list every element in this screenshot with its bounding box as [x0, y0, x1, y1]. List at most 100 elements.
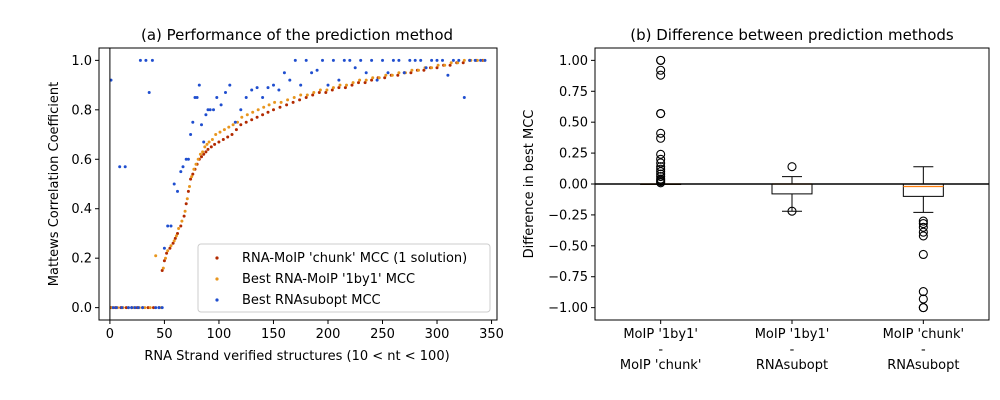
- panel-b-x-ticks: MoIP '1by1'-MoIP 'chunk'MoIP '1by1'-RNAs…: [620, 320, 964, 373]
- scatter-point-s2: [195, 96, 199, 99]
- panel-a-title: (a) Performance of the prediction method: [141, 26, 453, 44]
- x-tick-label: 200: [316, 327, 341, 342]
- scatter-point-s1: [384, 73, 388, 77]
- scatter-point-s0: [209, 145, 213, 149]
- outlier-point: [656, 169, 666, 179]
- scatter-point-s1: [169, 244, 173, 248]
- scatter-point-s1: [475, 58, 479, 62]
- scatter-point-s1: [148, 306, 152, 310]
- y-tick-label: −0.75: [548, 270, 588, 285]
- scatter-point-s2: [473, 58, 477, 62]
- box-iqr: [771, 183, 813, 195]
- scatter-point-s0: [206, 147, 210, 151]
- panel-a-legend: RNA-MoIP 'chunk' MCC (1 solution) Best R…: [197, 243, 491, 313]
- y-tick-label: 0.2: [71, 252, 92, 267]
- scatter-point-s0: [244, 120, 248, 124]
- x-tick-label: -: [921, 343, 926, 358]
- outlier-point: [656, 154, 666, 164]
- scatter-point-s2: [277, 88, 281, 92]
- scatter-point-s0: [409, 71, 413, 75]
- scatter-point-s2: [114, 306, 118, 310]
- panel-b-y-label: Difference in best MCC: [522, 110, 537, 259]
- scatter-point-s1: [236, 120, 239, 124]
- outlier-point: [918, 227, 928, 237]
- legend-label-1by1: Best RNA-MoIP '1by1' MCC: [242, 272, 415, 287]
- scatter-point-s0: [357, 81, 360, 85]
- scatter-point-s1: [166, 249, 170, 253]
- scatter-point-s2: [430, 58, 434, 62]
- scatter-point-s1: [273, 100, 277, 104]
- outlier-point: [918, 219, 928, 229]
- scatter-point-s0: [422, 68, 426, 72]
- scatter-point-s0: [171, 241, 175, 245]
- x-tick-label: RNAsubopt: [756, 358, 828, 373]
- scatter-point-s1: [218, 130, 222, 134]
- scatter-point-s2: [202, 140, 206, 144]
- scatter-point-s2: [342, 58, 346, 62]
- scatter-point-s1: [364, 78, 368, 82]
- scatter-point-s0: [152, 306, 155, 310]
- scatter-point-s2: [123, 165, 127, 169]
- scatter-point-s2: [261, 96, 265, 99]
- outlier-point: [656, 164, 666, 174]
- scatter-point-s0: [363, 81, 367, 85]
- y-tick-label: 1.0: [71, 54, 92, 69]
- panel-b-title: (b) Difference between prediction method…: [630, 26, 954, 44]
- scatter-point-s2: [118, 165, 122, 169]
- outlier-point: [656, 158, 666, 168]
- y-tick-label: −1.00: [548, 301, 588, 316]
- scatter-point-s2: [483, 58, 487, 62]
- scatter-point-s2: [386, 71, 390, 75]
- scatter-point-s0: [330, 88, 334, 92]
- outlier-point: [918, 294, 928, 304]
- scatter-point-s0: [176, 232, 179, 235]
- y-tick-label: 0.00: [559, 178, 588, 193]
- scatter-point-s2: [424, 66, 428, 70]
- scatter-point-s1: [251, 110, 255, 114]
- scatter-point-s2: [266, 86, 270, 90]
- scatter-point-s2: [228, 83, 232, 87]
- scatter-point-s2: [353, 66, 357, 70]
- scatter-point-s2: [282, 71, 286, 75]
- scatter-point-s2: [219, 103, 223, 107]
- scatter-point-s2: [204, 113, 208, 117]
- panel-a-y-ticks: 0.0 0.2 0.4 0.6 0.8 1.0: [71, 54, 99, 316]
- scatter-point-s2: [272, 83, 275, 87]
- scatter-point-s1: [205, 142, 209, 146]
- outlier-point: [656, 128, 666, 138]
- scatter-point-s1: [305, 93, 309, 97]
- scatter-point-s0: [182, 214, 186, 218]
- panel-a-frame: [98, 47, 498, 321]
- x-tick-label: 100: [207, 327, 232, 342]
- scatter-point-s1: [371, 76, 375, 80]
- scatter-point-s1: [436, 63, 440, 67]
- legend-marker-chunk: [215, 256, 219, 260]
- scatter-point-s2: [150, 58, 154, 62]
- outlier-point: [656, 108, 666, 119]
- scatter-point-s2: [215, 96, 219, 99]
- scatter-point-s2: [359, 58, 363, 62]
- scatter-point-s2: [304, 58, 308, 62]
- scatter-point-s1: [198, 152, 202, 156]
- scatter-point-s0: [298, 98, 302, 102]
- scatter-point-s0: [189, 177, 193, 181]
- scatter-point-s0: [350, 83, 354, 87]
- scatter-point-s1: [397, 71, 401, 75]
- scatter-point-s0: [304, 96, 308, 99]
- scatter-point-s2: [326, 83, 330, 87]
- scatter-point-s1: [358, 78, 362, 82]
- scatter-point-s2: [197, 83, 201, 87]
- scatter-point-s1: [443, 63, 447, 67]
- scatter-point-s2: [191, 120, 195, 124]
- scatter-point-s2: [364, 71, 368, 75]
- scatter-point-s1: [449, 61, 453, 65]
- scatter-point-s0: [448, 63, 452, 67]
- scatter-point-s2: [157, 306, 161, 310]
- x-tick-label: 50: [156, 327, 173, 342]
- scatter-point-s2: [208, 108, 212, 112]
- scatter-point-s2: [111, 306, 115, 310]
- scatter-point-s0: [278, 105, 282, 109]
- scatter-point-s2: [130, 306, 134, 310]
- scatter-point-s1: [351, 81, 355, 85]
